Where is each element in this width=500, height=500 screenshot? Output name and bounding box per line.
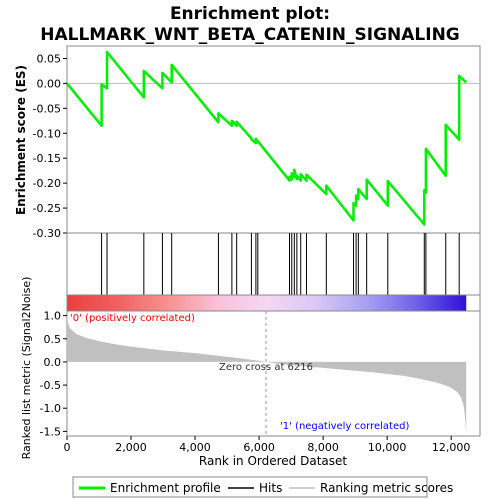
es-y-tick-label: -0.15 xyxy=(33,152,61,165)
es-panel-frame xyxy=(66,45,481,234)
metric-y-axis-ticks: -1.5 -1.0 -0.5 0.0 0.5 1.0 xyxy=(40,310,67,438)
x-tick-label: 2,000 xyxy=(115,441,147,454)
gene-set-hits xyxy=(101,233,460,295)
metric-y-tick-label: -1.0 xyxy=(40,402,61,415)
x-tick-label: 4,000 xyxy=(179,441,211,454)
x-axis-ticks: 0 2,000 4,000 6,000 8,000 10,000 12,000 xyxy=(64,436,471,454)
es-y-tick-label: -0.25 xyxy=(33,202,61,215)
negative-correlation-label: '1' (negatively correlated) xyxy=(280,421,409,432)
metric-y-tick-label: 0.0 xyxy=(44,356,62,369)
positive-correlation-label: '0' (positively correlated) xyxy=(70,313,195,324)
x-tick-label: 0 xyxy=(64,441,71,454)
es-y-axis-ticks: -0.30 -0.25 -0.20 -0.15 -0.10 -0.05 0.00 0.05 xyxy=(33,52,67,240)
metric-y-tick-label: 1.0 xyxy=(44,310,62,323)
x-tick-label: 10,000 xyxy=(368,441,407,454)
x-tick-label: 12,000 xyxy=(432,441,471,454)
enrichment-profile-line xyxy=(66,50,468,226)
x-tick-label: 8,000 xyxy=(307,441,339,454)
metric-y-tick-label: -1.5 xyxy=(40,425,61,438)
es-y-tick-label: -0.05 xyxy=(33,102,61,115)
legend-frame xyxy=(72,476,428,498)
chart-title-line1: Enrichment plot: xyxy=(170,4,330,24)
es-y-tick-label: -0.20 xyxy=(33,177,61,190)
legend-ranking-metric-label: Ranking metric scores xyxy=(320,481,453,495)
metric-y-axis-label: Ranked list metric (Signal2Noise) xyxy=(20,277,33,460)
x-axis-label: Rank in Ordered Dataset xyxy=(199,454,347,468)
chart-title-line2: HALLMARK_WNT_BETA_CATENIN_SIGNALING xyxy=(40,25,460,45)
es-y-axis-label: Enrichment score (ES) xyxy=(14,65,28,215)
zero-cross-label: Zero cross at 6216 xyxy=(219,362,313,373)
es-y-tick-label: -0.10 xyxy=(33,127,61,140)
hits-panel-frame xyxy=(66,232,481,296)
metric-y-tick-label: 0.5 xyxy=(44,333,62,346)
legend-enrichment-profile-label: Enrichment profile xyxy=(110,481,221,495)
es-y-tick-label: 0.05 xyxy=(37,52,62,65)
x-tick-label: 6,000 xyxy=(243,441,275,454)
es-y-tick-label: 0.00 xyxy=(37,77,62,90)
ranking-color-bar xyxy=(67,295,467,311)
legend: Enrichment profile Hits Ranking metric s… xyxy=(72,476,453,498)
legend-hits-label: Hits xyxy=(259,481,282,495)
es-y-tick-label: -0.30 xyxy=(33,227,61,240)
metric-y-tick-label: -0.5 xyxy=(40,379,61,392)
